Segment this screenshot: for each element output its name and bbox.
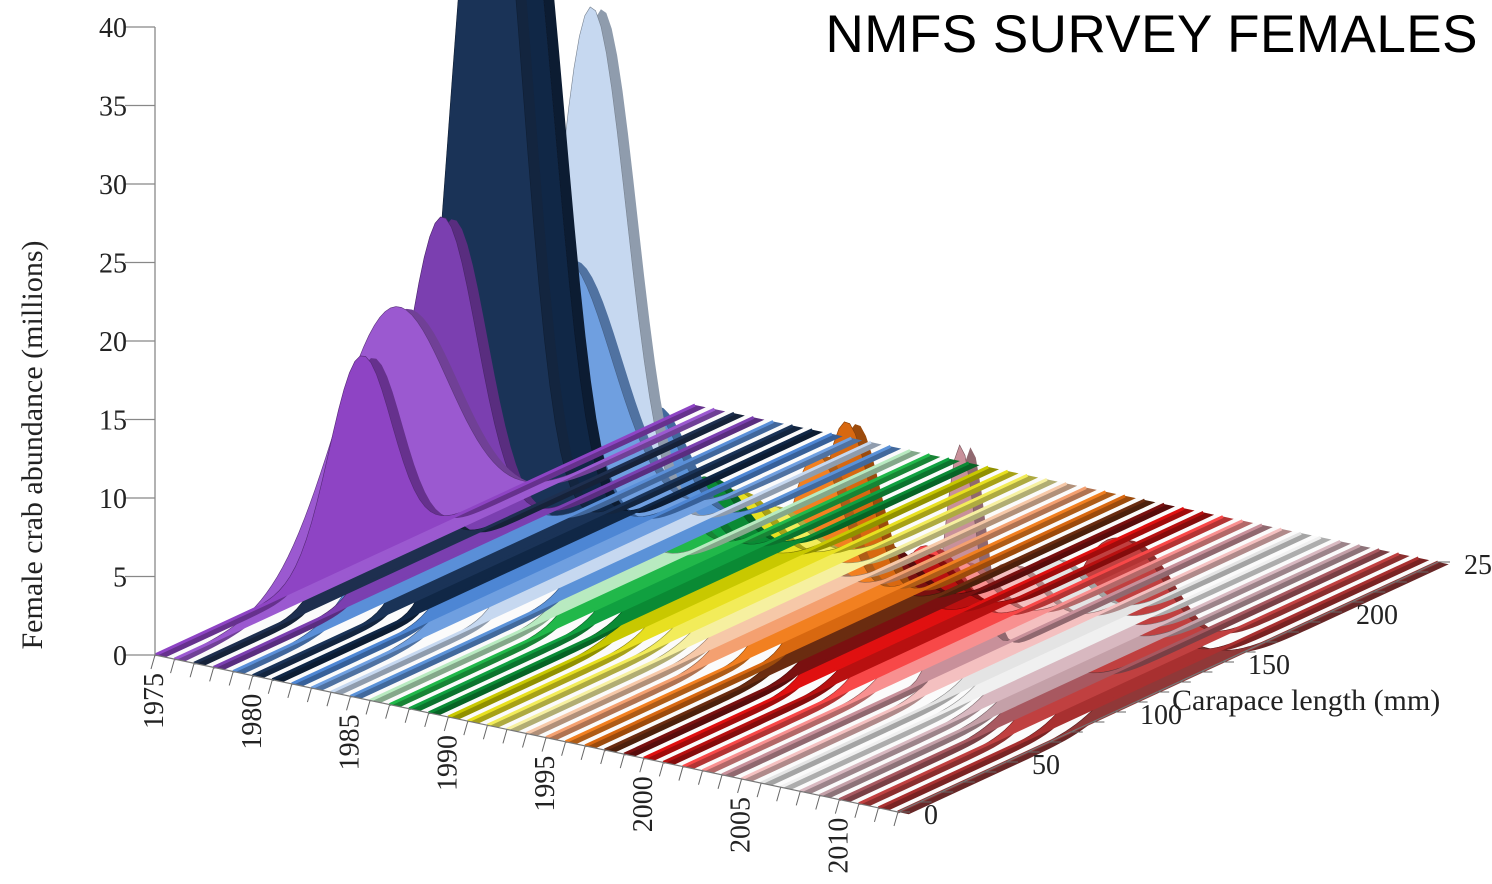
year-tick-mark — [523, 734, 527, 748]
year-tick-mark — [601, 750, 605, 764]
length-tick-label: 50 — [1032, 750, 1060, 781]
chart-title: NMFS SURVEY FEMALES — [825, 4, 1478, 65]
year-tick-label: 1975 — [139, 673, 170, 729]
year-tick-label: 1990 — [432, 735, 463, 791]
z-tick-label: 5 — [113, 563, 127, 594]
year-tick-mark — [816, 795, 820, 809]
year-tick-mark — [796, 791, 800, 805]
z-tick-label: 0 — [113, 641, 127, 672]
year-tick-mark — [738, 779, 742, 793]
year-tick-label: 1985 — [335, 714, 366, 770]
year-tick-mark — [581, 746, 585, 760]
year-tick-mark — [151, 655, 155, 669]
year-tick-mark — [777, 787, 781, 801]
year-tick-mark — [327, 692, 331, 706]
year-tick-label: 1995 — [530, 756, 561, 812]
year-tick-mark — [405, 709, 409, 723]
year-tick-mark — [620, 754, 624, 768]
year-tick-mark — [757, 783, 761, 797]
year-tick-mark — [444, 717, 448, 731]
year-tick-label: 2000 — [628, 776, 659, 832]
z-axis-label: Female crab abundance (millions) — [16, 240, 49, 649]
z-tick-label: 35 — [99, 92, 127, 123]
length-tick-label: 150 — [1248, 650, 1290, 681]
year-tick-mark — [503, 729, 507, 743]
year-tick-mark — [835, 800, 839, 814]
year-tick-label: 2010 — [823, 818, 854, 874]
year-tick-mark — [171, 659, 175, 673]
year-tick-mark — [229, 672, 233, 686]
year-tick-mark — [190, 663, 194, 677]
year-tick-mark — [542, 738, 546, 752]
z-tick-label: 25 — [99, 249, 127, 280]
length-tick-label: 0 — [924, 800, 938, 831]
year-tick-mark — [659, 762, 663, 776]
year-tick-mark — [249, 676, 253, 690]
year-tick-mark — [288, 684, 292, 698]
z-tick-label: 10 — [99, 484, 127, 515]
year-tick-mark — [679, 767, 683, 781]
year-tick-mark — [464, 721, 468, 735]
year-tick-mark — [874, 808, 878, 822]
year-tick-mark — [718, 775, 722, 789]
z-tick-label: 15 — [99, 406, 127, 437]
year-tick-mark — [894, 812, 898, 826]
z-tick-label: 40 — [99, 13, 127, 44]
year-tick-mark — [483, 725, 487, 739]
year-tick-mark — [347, 696, 351, 710]
year-tick-mark — [210, 667, 214, 681]
z-tick-label: 30 — [99, 170, 127, 201]
year-tick-mark — [425, 713, 429, 727]
year-tick-mark — [307, 688, 311, 702]
year-tick-mark — [366, 700, 370, 714]
y-axis-label: Carapace length (mm) — [1172, 684, 1440, 717]
year-tick-mark — [855, 804, 859, 818]
year-tick-label: 2005 — [726, 797, 757, 853]
year-tick-mark — [386, 705, 390, 719]
year-tick-label: 1980 — [237, 694, 268, 750]
year-tick-mark — [640, 758, 644, 772]
length-tick-label: 250 — [1464, 550, 1492, 581]
year-tick-mark — [268, 680, 272, 694]
year-tick-mark — [698, 771, 702, 785]
year-tick-mark — [562, 742, 566, 756]
z-tick-label: 20 — [99, 327, 127, 358]
length-tick-label: 200 — [1356, 600, 1398, 631]
